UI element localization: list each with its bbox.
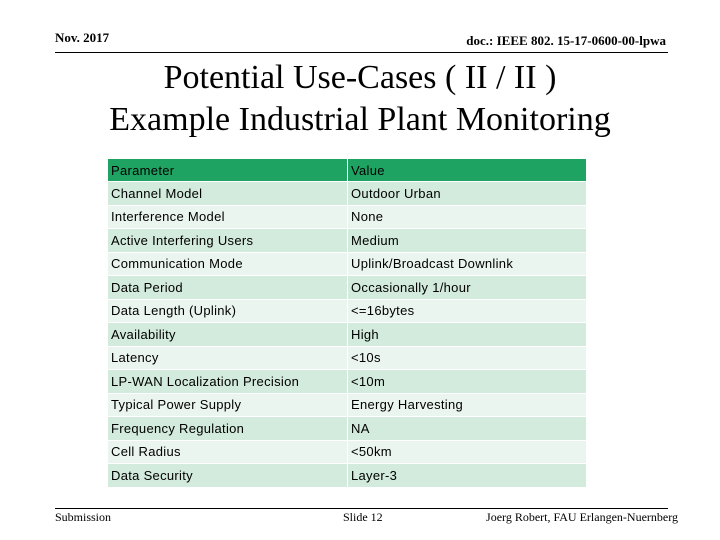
table-cell: Data Length (Uplink) — [107, 298, 348, 323]
table-cell: Outdoor Urban — [347, 181, 587, 206]
title-line: Example Industrial Plant Monitoring — [109, 101, 611, 138]
header-rule — [55, 52, 668, 53]
table-row: Active Interfering Users Medium — [107, 228, 587, 253]
footer-rule — [55, 508, 668, 509]
table-row: Availability High — [107, 322, 587, 347]
table-row: Data Security Layer-3 — [107, 463, 587, 488]
table-cell: Typical Power Supply — [107, 392, 348, 417]
table-row: Typical Power Supply Energy Harvesting — [107, 392, 587, 417]
table-body: Channel Model Outdoor Urban Interference M… — [107, 181, 587, 488]
table-row: Channel Model Outdoor Urban — [107, 181, 587, 206]
table-cell: Occasionally 1/hour — [347, 275, 587, 300]
table-cell: LP-WAN Localization Precision — [107, 369, 348, 394]
table-cell: NA — [347, 416, 587, 441]
column-header: Parameter — [107, 158, 348, 182]
table-cell: Data Security — [107, 463, 348, 488]
table-cell: Layer-3 — [347, 463, 587, 488]
table-row: LP-WAN Localization Precision <10m — [107, 369, 587, 394]
table-cell: <50km — [347, 439, 587, 464]
column-header: Value — [347, 158, 587, 182]
table-cell: High — [347, 322, 587, 347]
table-cell: <=16bytes — [347, 298, 587, 323]
table-cell: Active Interfering Users — [107, 228, 348, 253]
table-row: Data Period Occasionally 1/hour — [107, 275, 587, 300]
table-row: Latency <10s — [107, 345, 587, 370]
table-row: Frequency Regulation NA — [107, 416, 587, 441]
table-row: Data Length (Uplink) <=16bytes — [107, 298, 587, 323]
header-row: Parameter Value — [107, 158, 587, 182]
table-cell: Latency — [107, 345, 348, 370]
table-row: Communication Mode Uplink/Broadcast Downl… — [107, 251, 587, 276]
footer-right: Joerg Robert, FAU Erlangen-Nuernberg — [486, 510, 678, 524]
footer-center: Slide 12 — [343, 510, 383, 524]
table-cell: Data Period — [107, 275, 348, 300]
table-row: Cell Radius <50km — [107, 439, 587, 464]
table-cell: Uplink/Broadcast Downlink — [347, 251, 587, 276]
table-cell: Energy Harvesting — [347, 392, 587, 417]
title-line: Potential Use-Cases ( II / II ) — [163, 59, 557, 96]
table-cell: Medium — [347, 228, 587, 253]
table-cell: Availability — [107, 322, 348, 347]
parameter-table: Parameter Value Channel Model Outdoor Urb… — [107, 158, 587, 488]
table-cell: <10s — [347, 345, 587, 370]
footer-left: Submission — [55, 510, 112, 524]
table-cell: Channel Model — [107, 181, 348, 206]
table-cell: Interference Model — [107, 204, 348, 229]
table-cell: None — [347, 204, 587, 229]
table-row: Interference Model None — [107, 204, 587, 229]
header-date: Nov. 2017 — [55, 30, 110, 45]
table-cell: Cell Radius — [107, 439, 348, 464]
table-cell: Communication Mode — [107, 251, 348, 276]
header-doc: doc.: IEEE 802. 15-17-0600-00-lpwa — [466, 33, 666, 48]
table-cell: <10m — [347, 369, 587, 394]
table-cell: Frequency Regulation — [107, 416, 348, 441]
